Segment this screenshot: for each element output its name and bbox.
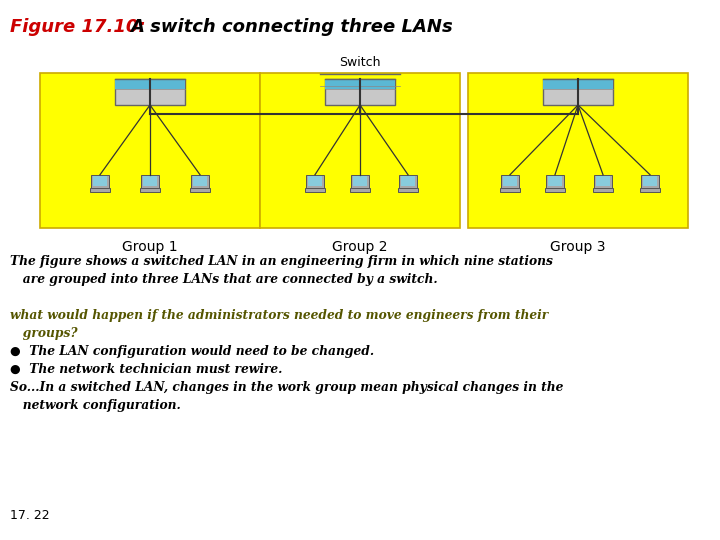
Bar xyxy=(501,175,518,188)
Bar xyxy=(140,188,160,192)
Bar xyxy=(325,79,395,105)
Bar xyxy=(350,188,370,192)
Bar xyxy=(595,175,612,188)
Text: Group 1: Group 1 xyxy=(122,240,178,253)
Bar xyxy=(468,72,688,227)
Bar xyxy=(546,175,564,188)
Text: are grouped into three LANs that are connected by a switch.: are grouped into three LANs that are con… xyxy=(10,273,438,286)
Bar xyxy=(193,176,207,186)
Text: what would happen if the administrators needed to move engineers from their: what would happen if the administrators … xyxy=(10,309,548,322)
Bar xyxy=(308,176,323,186)
Bar xyxy=(260,72,460,227)
Bar xyxy=(400,175,417,188)
Bar xyxy=(320,74,400,106)
Bar xyxy=(351,175,369,188)
Bar xyxy=(500,188,520,192)
Bar xyxy=(90,188,110,192)
Text: groups?: groups? xyxy=(10,327,78,340)
Bar xyxy=(596,176,611,186)
Bar xyxy=(91,175,109,188)
Text: network configuration.: network configuration. xyxy=(10,399,181,412)
Bar xyxy=(143,176,157,186)
Bar xyxy=(593,188,613,192)
Bar xyxy=(40,72,260,227)
Text: Switch: Switch xyxy=(339,56,381,69)
Bar xyxy=(545,188,565,192)
Text: ●  The LAN configuration would need to be changed.: ● The LAN configuration would need to be… xyxy=(10,345,374,358)
Bar xyxy=(192,175,209,188)
Bar xyxy=(543,79,613,89)
Bar xyxy=(543,79,613,105)
Text: 17. 22: 17. 22 xyxy=(10,509,50,522)
Bar xyxy=(320,74,400,86)
Bar xyxy=(640,188,660,192)
Text: ●  The network technician must rewire.: ● The network technician must rewire. xyxy=(10,363,282,376)
Text: A switch connecting three LANs: A switch connecting three LANs xyxy=(130,18,453,36)
Bar xyxy=(190,188,210,192)
Bar xyxy=(307,175,324,188)
Bar xyxy=(115,79,185,105)
Bar xyxy=(325,79,395,89)
Text: Figure 17.10:: Figure 17.10: xyxy=(10,18,145,36)
Bar xyxy=(642,175,659,188)
Text: Group 3: Group 3 xyxy=(550,240,606,253)
Text: Group 2: Group 2 xyxy=(332,240,388,253)
Bar xyxy=(643,176,657,186)
Bar xyxy=(398,188,418,192)
Bar xyxy=(305,188,325,192)
Bar xyxy=(353,176,367,186)
Text: So...In a switched LAN, changes in the work group mean physical changes in the: So...In a switched LAN, changes in the w… xyxy=(10,381,563,394)
Bar xyxy=(141,175,158,188)
Bar xyxy=(115,79,185,89)
Bar xyxy=(401,176,415,186)
Text: The figure shows a switched LAN in an engineering firm in which nine stations: The figure shows a switched LAN in an en… xyxy=(10,255,553,268)
Bar xyxy=(548,176,562,186)
Bar xyxy=(93,176,107,186)
Bar xyxy=(503,176,517,186)
